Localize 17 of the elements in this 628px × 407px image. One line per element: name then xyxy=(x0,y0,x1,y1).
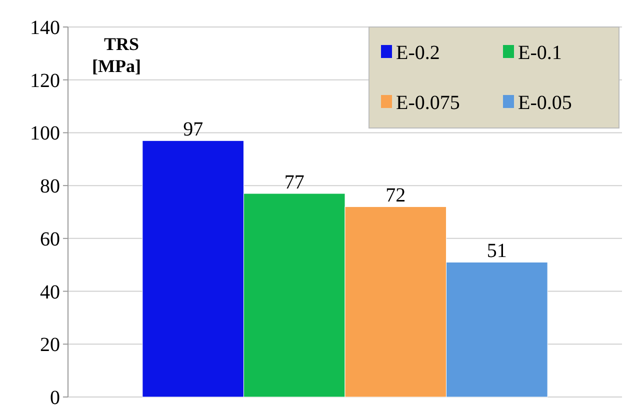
y-tick-label: 60 xyxy=(40,228,60,250)
legend-label: E-0.1 xyxy=(518,42,562,64)
y-tick-label: 140 xyxy=(30,17,60,39)
y-tick-label: 120 xyxy=(30,70,60,92)
y-tick-label: 100 xyxy=(30,122,60,145)
y-axis-title: TRS [MPa] xyxy=(92,34,141,76)
legend-label: E-0.2 xyxy=(396,42,440,64)
y-tick-label: 80 xyxy=(40,176,60,198)
legend-label: E-0.075 xyxy=(396,92,460,114)
y-tick-label: 0 xyxy=(50,387,60,407)
y-tick-label: 20 xyxy=(40,334,60,356)
data-label: 72 xyxy=(386,184,406,207)
legend-label: E-0.05 xyxy=(518,92,572,114)
data-label: 77 xyxy=(284,172,304,194)
y-tick-label: 40 xyxy=(40,281,60,304)
data-label: 97 xyxy=(183,118,204,141)
data-label: 51 xyxy=(486,240,507,262)
